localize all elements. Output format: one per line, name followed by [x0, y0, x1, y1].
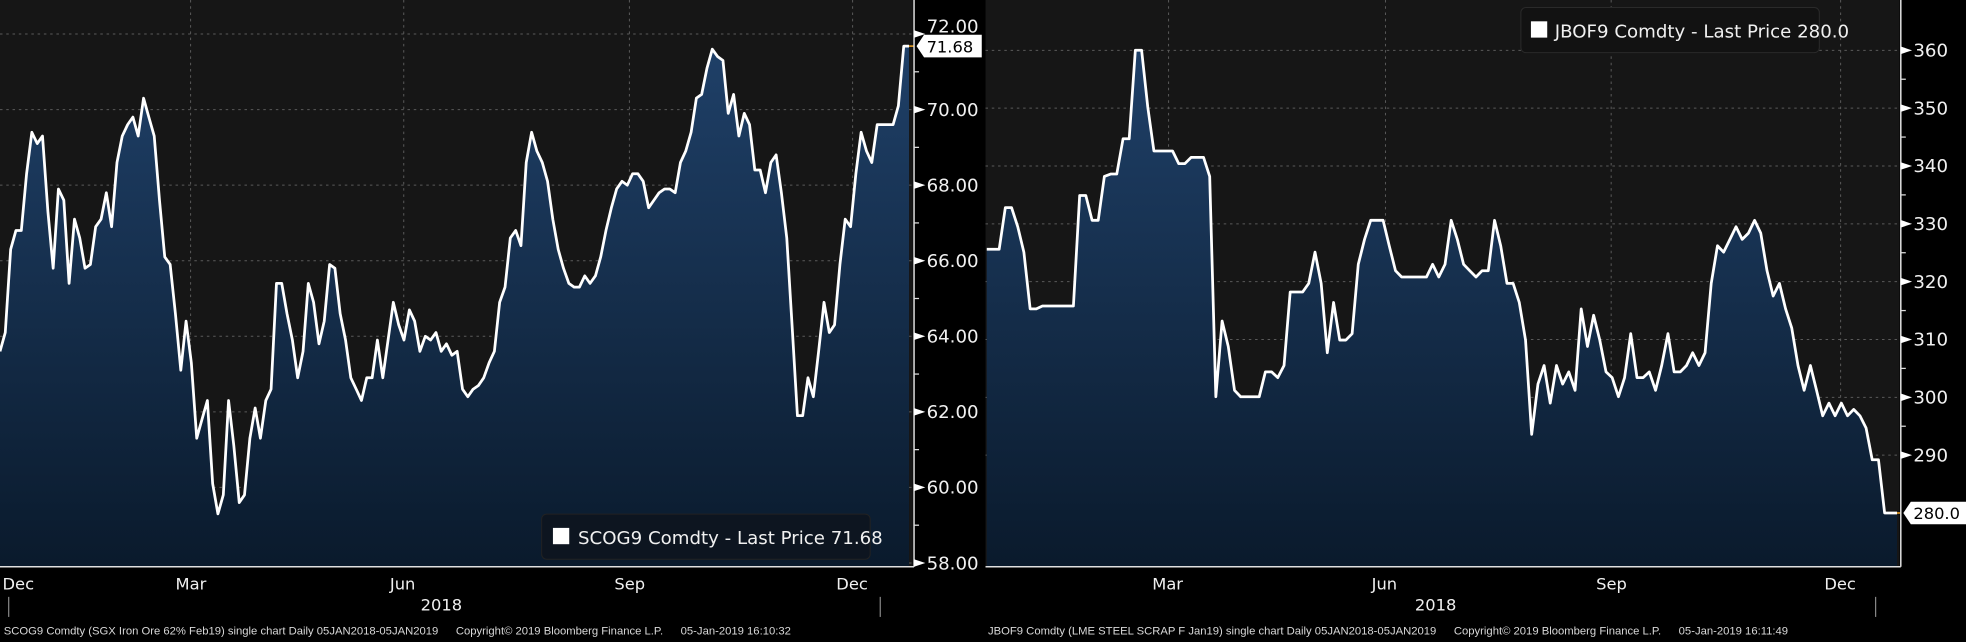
y-tick-label: 72.00	[927, 16, 979, 37]
y-tick-arrow-icon	[914, 332, 926, 341]
x-tick-label: Sep	[1596, 574, 1627, 593]
x-axis-labels: Mar Jun Sep Dec 2018	[1152, 574, 1877, 617]
chart-right-steel-scrap: 290 300 310 320 330 340 350 360 280.0 JBOF9 Com…	[985, 0, 1966, 637]
y-tick-arrow-icon	[1900, 335, 1913, 344]
y-tick-label: 68.00	[927, 175, 979, 196]
price-line	[986, 48, 1898, 515]
last-price-tag-label: 280.0	[1913, 504, 1960, 523]
y-tick-label: 320	[1913, 272, 1948, 293]
x-tick-label: Jun	[389, 574, 415, 593]
y-tick-label: 310	[1913, 330, 1948, 351]
legend-label: JBOF9 Comdty - Last Price 280.0	[1554, 22, 1849, 43]
x-tick-label: Mar	[1152, 574, 1183, 593]
x-axis-labels: Dec Mar Jun Sep Dec 2018	[3, 574, 881, 617]
footer-description: SCOG9 Comdty (SGX Iron Ore 62% Feb19) si…	[4, 625, 439, 637]
y-tick-label: 360	[1913, 41, 1948, 62]
x-tick-label: Dec	[1824, 574, 1856, 593]
y-tick-label: 58.00	[927, 553, 979, 574]
y-tick-arrow-icon	[1900, 162, 1913, 170]
y-axis-ticks: 290 300 310 320 330 340 350 360	[1900, 41, 1948, 466]
y-tick-arrow-icon	[914, 559, 926, 567]
y-tick-label: 290	[1913, 445, 1948, 466]
y-tick-arrow-icon	[914, 483, 926, 492]
footer-description: JBOF9 Comdty (LME STEEL SCRAP F Jan19) s…	[988, 625, 1436, 637]
chart-left-iron-ore: 58.00 60.00 62.00 64.00 66.00 68.00 70.00 72.00…	[0, 0, 982, 637]
x-tick-label: Mar	[176, 574, 207, 593]
y-tick-arrow-icon	[1900, 393, 1913, 402]
x-tick-label: Jun	[1371, 574, 1397, 593]
y-tick-arrow-icon	[914, 181, 926, 189]
footer: JBOF9 Comdty (LME STEEL SCRAP F Jan19) s…	[988, 625, 1788, 637]
footer-copyright: Copyright© 2019 Bloomberg Finance L.P.	[1454, 625, 1661, 637]
y-tick-label: 330	[1913, 214, 1948, 235]
y-tick-arrow-icon	[1900, 277, 1913, 286]
footer-timestamp: 05-Jan-2019 16:11:49	[1679, 625, 1788, 637]
legend-label: SCOG9 Comdty - Last Price 71.68	[578, 528, 883, 549]
y-tick-arrow-icon	[1900, 104, 1913, 112]
legend-swatch	[1530, 21, 1548, 38]
x-axis-year-label: 2018	[421, 596, 462, 615]
y-tick-label: 60.00	[927, 478, 979, 499]
y-tick-arrow-icon	[1900, 220, 1913, 228]
y-tick-label: 62.00	[927, 402, 979, 423]
legend: JBOF9 Comdty - Last Price 280.0	[1520, 7, 1849, 54]
y-tick-arrow-icon	[914, 408, 926, 416]
y-tick-label: 64.00	[927, 327, 979, 348]
y-tick-label: 70.00	[927, 100, 979, 121]
legend-swatch	[552, 527, 570, 545]
x-axis-year-label: 2018	[1415, 596, 1456, 615]
footer-copyright: Copyright© 2019 Bloomberg Finance L.P.	[456, 625, 663, 637]
price-line	[0, 44, 910, 516]
last-price-tag-label: 71.68	[927, 37, 974, 56]
footer: SCOG9 Comdty (SGX Iron Ore 62% Feb19) si…	[4, 625, 791, 637]
y-axis-ticks: 58.00 60.00 62.00 64.00 66.00 68.00 70.00 72.00	[914, 16, 979, 574]
y-tick-label: 300	[1913, 388, 1948, 409]
x-tick-label: Dec	[3, 574, 35, 593]
y-tick-label: 340	[1913, 156, 1948, 177]
y-tick-arrow-icon	[914, 105, 926, 114]
x-tick-label: Dec	[836, 574, 868, 593]
price-area-fill	[986, 50, 1898, 567]
y-tick-arrow-icon	[914, 30, 926, 38]
last-price-tag: 71.68	[916, 34, 982, 58]
y-tick-label: 66.00	[927, 251, 979, 272]
footer-timestamp: 05-Jan-2019 16:10:32	[681, 625, 791, 637]
legend: SCOG9 Comdty - Last Price 71.68	[541, 513, 883, 560]
y-tick-arrow-icon	[914, 256, 926, 265]
y-tick-arrow-icon	[1900, 46, 1913, 55]
y-tick-label: 350	[1913, 98, 1948, 119]
last-price-tag: 280.0	[1903, 501, 1966, 525]
x-tick-label: Sep	[614, 574, 645, 593]
y-tick-arrow-icon	[1900, 451, 1913, 459]
